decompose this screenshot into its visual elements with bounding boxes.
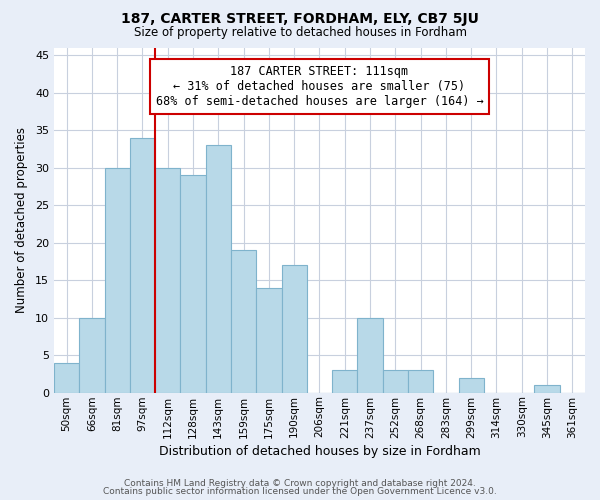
Bar bbox=[281, 265, 307, 392]
Bar bbox=[408, 370, 433, 392]
Bar bbox=[383, 370, 408, 392]
Text: 187, CARTER STREET, FORDHAM, ELY, CB7 5JU: 187, CARTER STREET, FORDHAM, ELY, CB7 5J… bbox=[121, 12, 479, 26]
Y-axis label: Number of detached properties: Number of detached properties bbox=[15, 127, 28, 313]
Bar bbox=[104, 168, 130, 392]
Text: Size of property relative to detached houses in Fordham: Size of property relative to detached ho… bbox=[133, 26, 467, 39]
Bar bbox=[54, 362, 79, 392]
Bar bbox=[231, 250, 256, 392]
Bar bbox=[358, 318, 383, 392]
Bar bbox=[535, 385, 560, 392]
Bar bbox=[256, 288, 281, 393]
X-axis label: Distribution of detached houses by size in Fordham: Distribution of detached houses by size … bbox=[158, 444, 481, 458]
Text: Contains HM Land Registry data © Crown copyright and database right 2024.: Contains HM Land Registry data © Crown c… bbox=[124, 478, 476, 488]
Bar bbox=[130, 138, 155, 392]
Bar bbox=[206, 145, 231, 392]
Bar bbox=[332, 370, 358, 392]
Bar bbox=[181, 175, 206, 392]
Text: 187 CARTER STREET: 111sqm
← 31% of detached houses are smaller (75)
68% of semi-: 187 CARTER STREET: 111sqm ← 31% of detac… bbox=[155, 65, 484, 108]
Text: Contains public sector information licensed under the Open Government Licence v3: Contains public sector information licen… bbox=[103, 487, 497, 496]
Bar bbox=[155, 168, 181, 392]
Bar bbox=[79, 318, 104, 392]
Bar bbox=[458, 378, 484, 392]
